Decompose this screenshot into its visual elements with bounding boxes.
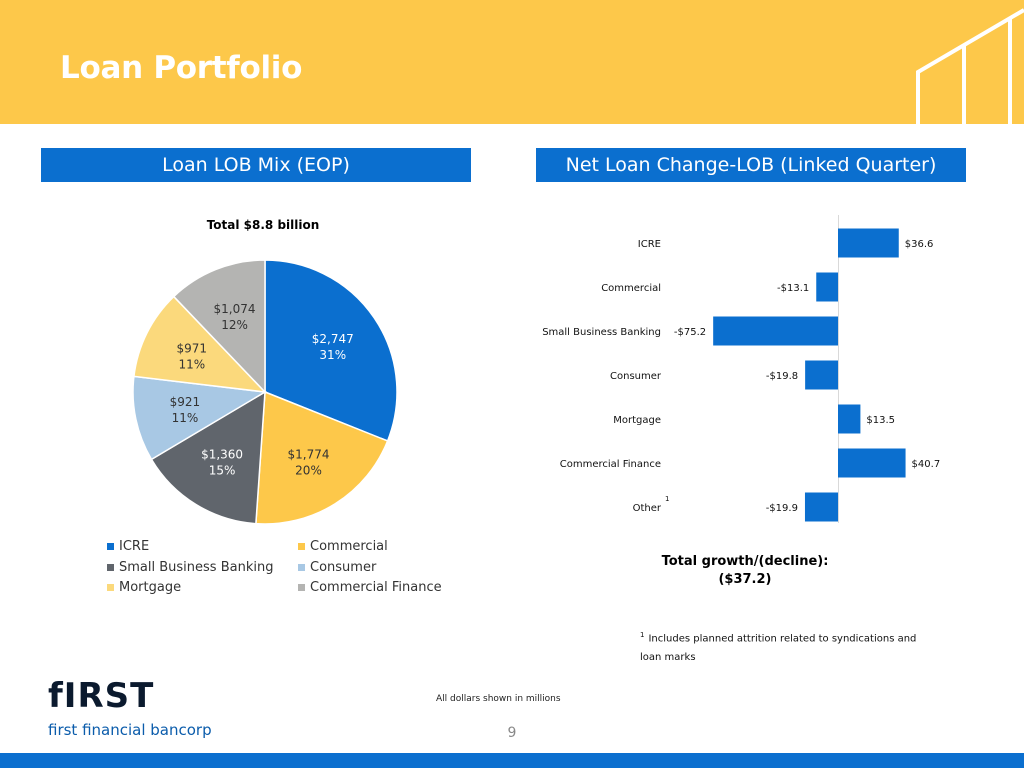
bar-category-label-commercial-finance: Commercial Finance [560,459,661,470]
bar-footnote-mark-other: 1 [665,495,669,503]
page-number: 9 [507,725,517,741]
pie-slice-consumer [132,375,268,461]
legend-item-commercial: Commercial [298,539,388,554]
legend-label-mortgage: Mortgage [119,580,182,595]
pie-pct-label-commercial-finance: 12% [221,318,248,332]
section-header-net-loan-change: Net Loan Change-LOB (Linked Quarter) [536,148,966,182]
pie-pct-label-consumer: 11% [172,411,199,425]
pie-chart: $2,747 31% $1,774 20% $1,360 15% $921 11% $971 11… [132,259,398,525]
pie-slice-mortgage [133,295,267,393]
legend-swatch-commercial [298,543,305,550]
section-header-lob-mix: Loan LOB Mix (EOP) [41,148,471,182]
pie-pct-label-icre: 31% [319,348,346,362]
footnote-mark: 1 [640,631,645,639]
bar-commercial [816,272,838,302]
pie-value-label-icre: $2,747 [312,332,354,346]
legend-label-icre: ICRE [119,539,150,554]
footnote: 1 Includes planned attrition related to s… [640,626,920,667]
bar-category-label-other: Other [633,503,662,514]
bar-mortgage [838,404,861,434]
legend-item-icre: ICRE [107,539,149,554]
bar-consumer [805,360,838,390]
bar-category-label-mortgage: Mortgage [613,415,661,426]
bar-value-label-consumer: -$19.8 [766,371,798,382]
bar-chart: ICRE $36.6 Commercial -$13.1 Small Business … [542,215,941,523]
bar-value-label-mortgage: $13.5 [866,415,895,426]
bar-value-label-icre: $36.6 [905,239,934,250]
bar-small-business-banking [713,316,838,346]
total-growth-value: ($37.2) [718,572,772,587]
legend-label-commercial-finance: Commercial Finance [310,580,442,595]
bar-value-label-commercial-finance: $40.7 [912,459,941,470]
header-banner: Loan Portfolio [0,0,1024,124]
pie-value-label-small-business-banking: $1,360 [201,448,243,462]
bar-category-label-icre: ICRE [638,239,661,250]
bar-icre [838,228,899,258]
legend-label-commercial: Commercial [310,539,388,554]
legend-swatch-consumer [298,564,305,571]
total-growth-summary: Total growth/(decline): ($37.2) [660,553,830,589]
bar-value-label-other: -$19.9 [766,503,798,514]
pie-slice-commercial-finance [172,259,266,394]
pie-value-label-consumer: $921 [170,395,201,409]
pie-slice-icre [264,259,398,442]
legend-item-small-business-banking: Small Business Banking [107,560,273,575]
bar-category-label-consumer: Consumer [610,371,662,382]
pie-value-label-commercial: $1,774 [288,447,330,461]
legend-swatch-mortgage [107,584,114,591]
page-title: Loan Portfolio [60,50,303,86]
bar-category-label-commercial: Commercial [601,283,661,294]
legend-item-commercial-finance: Commercial Finance [298,580,442,595]
bar-other [804,492,838,522]
pie-value-label-commercial-finance: $1,074 [214,302,256,316]
legend-item-mortgage: Mortgage [107,580,181,595]
pie-slice-commercial [255,390,389,525]
footnote-text: Includes planned attrition related to sy… [640,633,917,664]
legend-label-consumer: Consumer [310,560,377,575]
pie-pct-label-mortgage: 11% [178,357,205,371]
legend-swatch-small-business-banking [107,564,114,571]
total-growth-label: Total growth/(decline): [661,554,829,569]
legend-swatch-commercial-finance [298,584,305,591]
bar-category-label-small-business-banking: Small Business Banking [542,327,661,338]
pie-value-label-mortgage: $971 [177,341,208,355]
pie-chart-title: Total $8.8 billion [206,218,320,232]
pie-pct-label-commercial: 20% [295,463,322,477]
legend-item-consumer: Consumer [298,560,376,575]
pie-pct-label-small-business-banking: 15% [209,464,236,478]
footer-strip [0,753,1024,768]
legend-label-small-business-banking: Small Business Banking [119,560,274,575]
bar-value-label-small-business-banking: -$75.2 [674,327,706,338]
company-logo-subtitle: first financial bancorp [48,721,212,739]
bar-commercial-finance [838,448,906,478]
company-logo-wordmark: fIRST [48,676,155,716]
legend-swatch-icre [107,543,114,550]
dollars-note: All dollars shown in millions [436,694,561,704]
bar-value-label-commercial: -$13.1 [777,283,809,294]
building-outline-decoration [916,8,1024,124]
pie-slice-small-business-banking [150,390,266,525]
